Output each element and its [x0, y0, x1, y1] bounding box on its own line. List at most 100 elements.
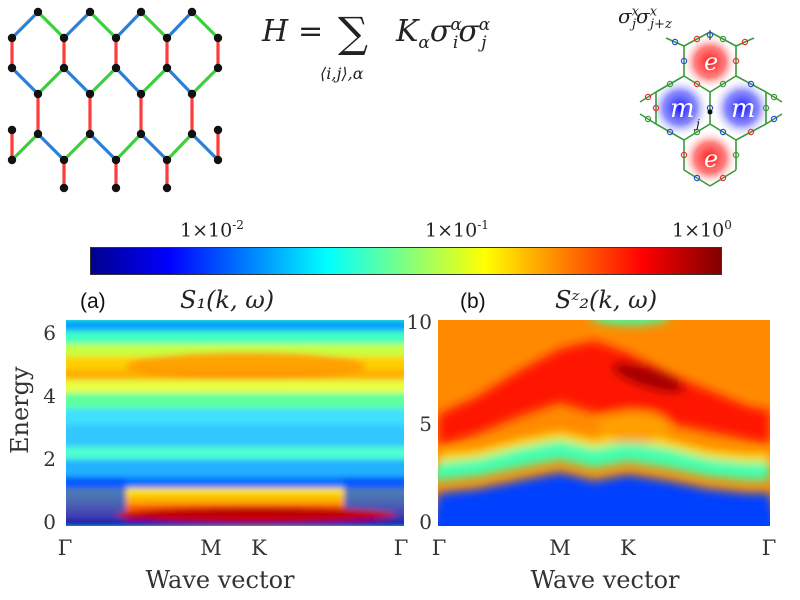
- energy-band: [66, 459, 404, 477]
- colorbar-label-1: 1×10-2: [180, 218, 244, 242]
- lattice-site: [162, 155, 172, 165]
- vison-spin-marker: [762, 104, 770, 112]
- low-energy-peak: [116, 506, 396, 523]
- energy-band: [66, 320, 404, 332]
- lattice-site: [187, 7, 197, 17]
- lattice-site: [136, 129, 146, 139]
- vison-spin-marker: [644, 115, 652, 123]
- eq-lhs: H: [262, 14, 289, 49]
- vison-bond: [683, 31, 711, 47]
- lattice-bond: [88, 10, 118, 40]
- lattice-site: [111, 33, 121, 43]
- sigma-j: σ: [458, 14, 479, 49]
- m-label-right: m: [731, 94, 756, 124]
- vison-spin-marker: [719, 35, 727, 43]
- vison-spin-marker: [719, 128, 727, 136]
- peak-dark-red: [611, 362, 685, 393]
- e-label-top: e: [704, 48, 719, 76]
- a-xlabel: Wave vector: [145, 566, 295, 594]
- j-label: j: [696, 117, 700, 131]
- energy-band: [66, 343, 404, 357]
- mid-band-cyan: [438, 439, 770, 481]
- vison-spin-marker: [693, 174, 701, 182]
- vison-spin-marker: [732, 151, 740, 159]
- vison-bond: [655, 75, 685, 93]
- coupling-k: K: [396, 14, 419, 49]
- lattice-site: [7, 63, 17, 73]
- a-xtick-k: K: [251, 536, 267, 560]
- m-excitation-left: [650, 78, 710, 138]
- vison-spin-marker: [693, 128, 701, 136]
- lattice-bond: [10, 10, 40, 40]
- vison-spin-marker: [747, 80, 755, 88]
- panel-b-label: (b): [460, 290, 486, 313]
- lattice-site: [85, 89, 95, 99]
- lattice-bond: [139, 132, 169, 162]
- lattice-bond: [36, 132, 66, 162]
- b-xtick-gamma-2: Γ: [761, 536, 777, 560]
- sigma-j-sup: α: [478, 15, 491, 35]
- lattice-site: [33, 7, 43, 17]
- lattice-bond: [190, 132, 220, 162]
- panel-a-title: S₁(k, ω): [180, 286, 275, 314]
- vison-spin-marker: [732, 57, 740, 65]
- hump-orange: [598, 411, 670, 444]
- a-ylabel: Energy: [6, 366, 34, 454]
- vison-bond: [683, 169, 711, 187]
- vison-bond: [735, 123, 767, 141]
- a-ytick-6: 6: [43, 321, 56, 345]
- vison-bond: [665, 37, 685, 47]
- vison-bond: [765, 113, 783, 125]
- sigma-i: σ: [429, 14, 451, 49]
- colorbar: [90, 247, 722, 275]
- lattice-site: [59, 33, 69, 43]
- vison-spin-marker: [706, 31, 714, 39]
- heatmap-a: [66, 320, 404, 526]
- lattice-site: [59, 183, 69, 193]
- colorbar-label-2: 1×10-1: [425, 218, 489, 242]
- a-xtick-m: M: [200, 536, 222, 560]
- vison-top-label: σxjσxj+z: [618, 4, 672, 32]
- lattice-site: [213, 33, 223, 43]
- lattice-site: [111, 155, 121, 165]
- lattice-bond: [62, 10, 92, 40]
- lattice-site: [213, 155, 223, 165]
- vison-spin-marker: [770, 93, 778, 101]
- m-excitation-right: [712, 78, 772, 138]
- b-xtick-m: M: [549, 536, 571, 560]
- vison-spin-marker: [666, 128, 674, 136]
- vison-bond: [639, 91, 657, 103]
- colorbar-label-3: 1×100: [672, 218, 732, 242]
- lattice-bond: [36, 66, 66, 96]
- lattice-bond: [62, 66, 92, 96]
- mid-band-yellow: [438, 431, 770, 463]
- sigma-i-sub: i: [452, 33, 459, 53]
- e-label-bottom: e: [704, 145, 719, 173]
- lattice-site: [162, 63, 172, 73]
- lattice-bond: [10, 132, 40, 162]
- vison-bond: [683, 75, 711, 93]
- lattice-bond: [165, 10, 194, 40]
- energy-band: [66, 392, 404, 409]
- energy-band: [66, 476, 404, 488]
- vison-bond: [709, 31, 737, 47]
- vison-spin-marker: [741, 38, 749, 46]
- e-excitation-top: [682, 34, 738, 90]
- lattice-site: [162, 183, 172, 193]
- a-ytick-2: 2: [43, 447, 56, 471]
- lattice-bond: [165, 132, 194, 162]
- lattice-bond: [165, 66, 194, 96]
- energy-band: [66, 519, 404, 526]
- vison-spin-marker: [644, 93, 652, 101]
- heatmap-b: [438, 320, 770, 526]
- lattice-site: [213, 125, 223, 135]
- sigma-i-sup: α: [450, 15, 462, 35]
- lattice-site: [111, 63, 121, 73]
- edge-band-left: [66, 476, 126, 520]
- lattice-site: [7, 125, 17, 135]
- b-xtick-k: K: [620, 536, 636, 560]
- lattice-site: [7, 155, 17, 165]
- energy-band: [66, 424, 404, 447]
- vison-spin-marker: [747, 128, 755, 136]
- energy-band: [66, 446, 404, 460]
